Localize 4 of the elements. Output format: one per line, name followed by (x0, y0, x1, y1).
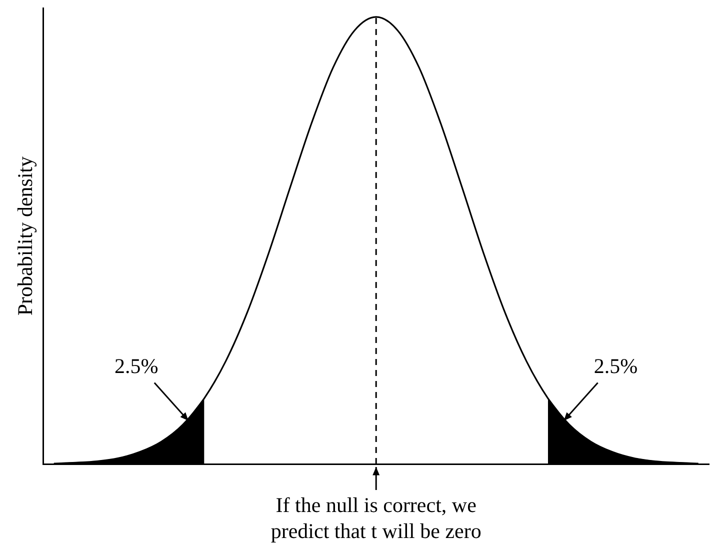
y-axis-title: Probability density (13, 156, 38, 316)
text: If the null is correct, we predict that t will be zero (270, 493, 482, 544)
annotation: 2.5% (594, 354, 638, 378)
annotation: 2.5% (114, 354, 158, 378)
